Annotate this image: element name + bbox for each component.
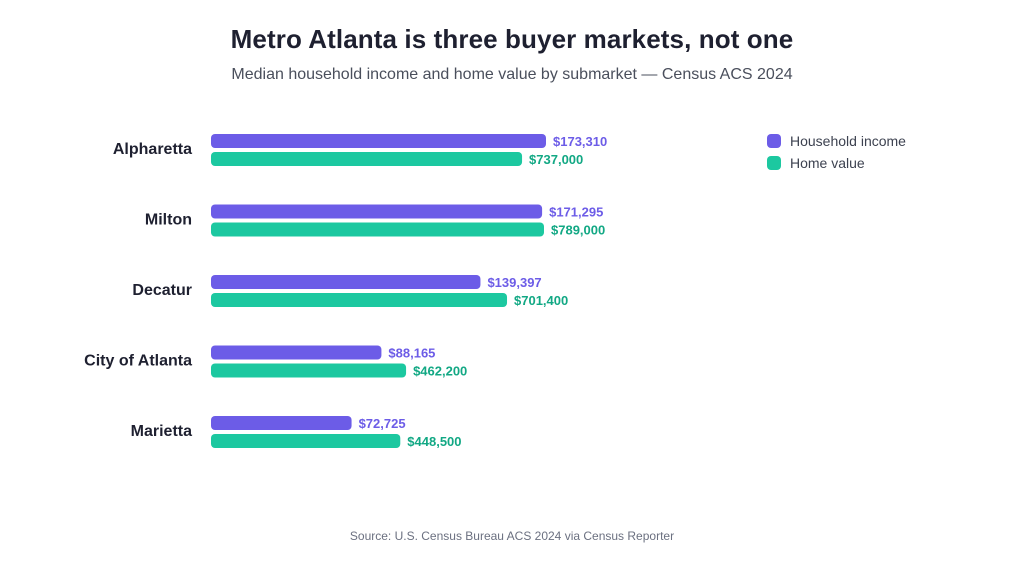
category-label-decatur: Decatur (132, 282, 192, 299)
category-label-alpharetta: Alpharetta (113, 141, 192, 158)
legend-swatch-home-value (767, 156, 781, 170)
chart-title: Metro Atlanta is three buyer markets, no… (230, 24, 794, 54)
value-label-household-income-milton: $171,295 (549, 205, 603, 220)
value-label-home-value-decatur: $701,400 (514, 293, 568, 308)
value-label-household-income-city-of-atlanta: $88,165 (388, 346, 435, 361)
bar-household-income-milton (211, 204, 543, 219)
source-note: Source: U.S. Census Bureau ACS 2024 via … (349, 529, 675, 543)
category-label-city-of-atlanta: City of Atlanta (84, 353, 192, 370)
legend-label-home-value: Home value (790, 155, 865, 171)
legend-item-household-income: Household income (767, 130, 906, 152)
bar-household-income-alpharetta (211, 134, 546, 148)
bar-home-value-milton (211, 222, 544, 237)
bar-household-income-decatur (211, 275, 481, 289)
value-label-home-value-city-of-atlanta: $462,200 (413, 364, 467, 379)
bar-home-value-city-of-atlanta (211, 363, 407, 378)
legend: Household income Home value (767, 130, 906, 174)
legend-item-home-value: Home value (767, 152, 906, 174)
value-label-household-income-decatur: $139,397 (487, 275, 541, 290)
bar-home-value-decatur (211, 293, 508, 307)
legend-label-household-income: Household income (790, 133, 906, 149)
category-label-milton: Milton (145, 212, 192, 229)
bar-home-value-marietta (211, 434, 401, 448)
value-label-household-income-alpharetta: $173,310 (553, 134, 607, 149)
chart-subtitle: Median household income and home value b… (231, 66, 793, 83)
bar-household-income-marietta (211, 416, 352, 430)
bar-household-income-city-of-atlanta (211, 345, 382, 360)
value-label-home-value-alpharetta: $737,000 (529, 152, 583, 167)
value-label-home-value-milton: $789,000 (551, 223, 605, 238)
value-label-home-value-marietta: $448,500 (407, 434, 461, 449)
category-label-marietta: Marietta (131, 423, 192, 440)
value-label-household-income-marietta: $72,725 (359, 416, 406, 431)
legend-swatch-household-income (767, 134, 781, 148)
bar-home-value-alpharetta (211, 152, 523, 166)
